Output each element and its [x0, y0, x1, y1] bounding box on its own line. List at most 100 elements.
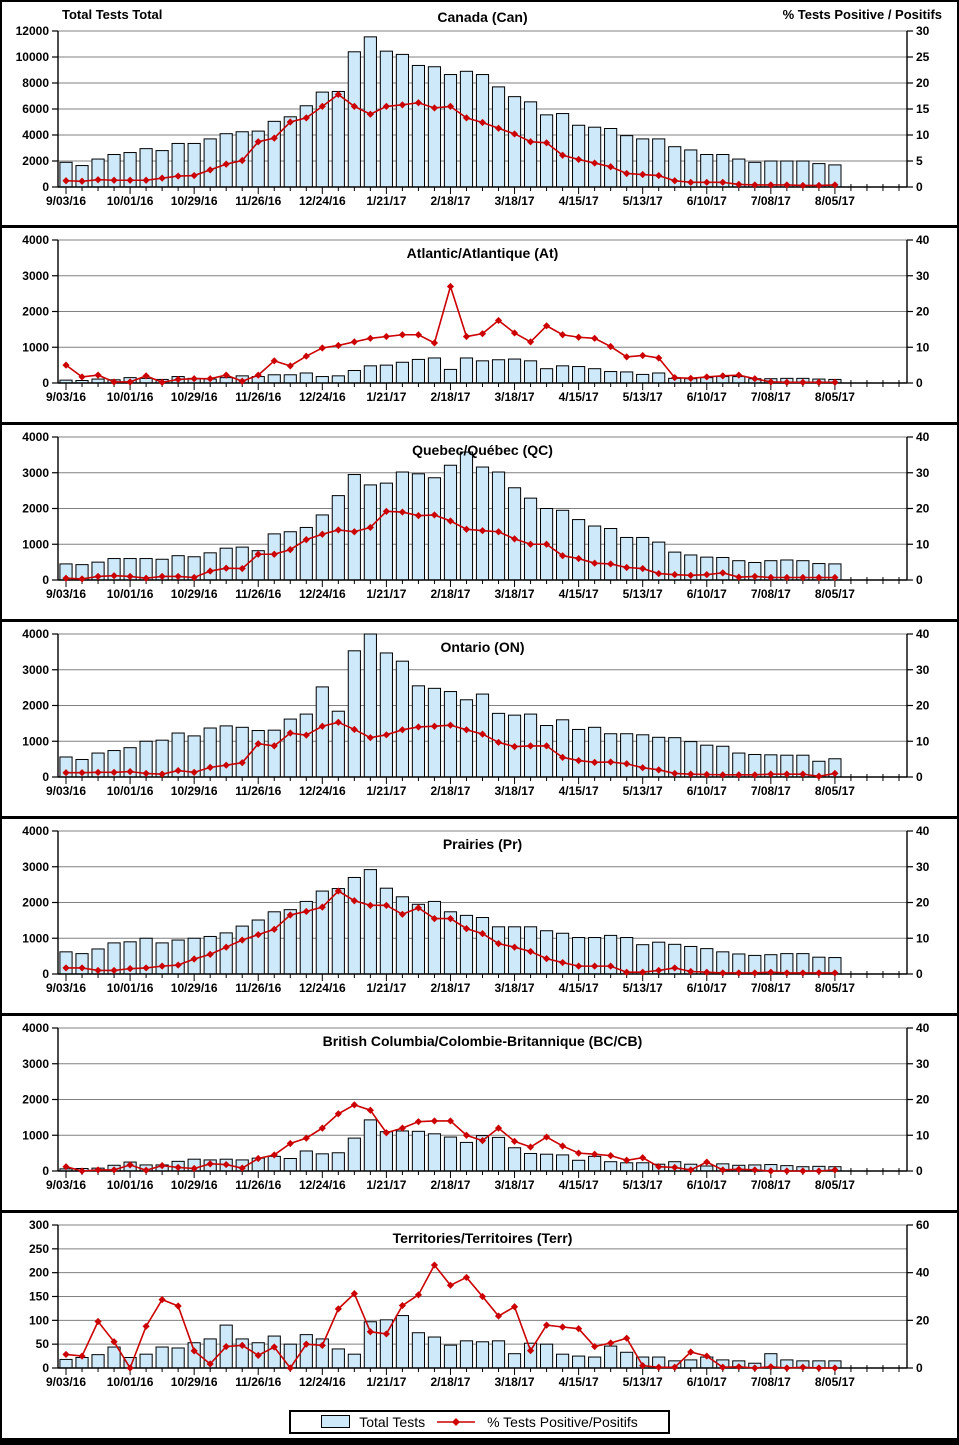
- x-tick-label: 8/05/17: [815, 390, 855, 404]
- data-point-marker: [302, 536, 310, 544]
- data-point-marker: [623, 169, 631, 178]
- data-point-marker: [334, 90, 342, 99]
- canada-percent-positive-line: [62, 90, 839, 190]
- right-tick-label: 20: [916, 699, 930, 713]
- data-point-marker: [799, 573, 807, 582]
- bar: [700, 1165, 714, 1172]
- bar: [315, 1153, 329, 1172]
- data-point-marker: [94, 1166, 102, 1174]
- bar: [475, 917, 490, 975]
- bar: [267, 729, 281, 778]
- x-tick-label: 7/08/17: [751, 1178, 791, 1192]
- data-point-marker: [430, 511, 439, 519]
- x-tick-label: 3/18/17: [495, 981, 535, 995]
- data-point-marker: [270, 1151, 278, 1159]
- ontario-total-tests-bars: [59, 633, 842, 778]
- left-tick-label: 4000: [22, 233, 49, 247]
- data-point-marker: [414, 1118, 423, 1126]
- data-point-marker: [671, 1363, 679, 1371]
- bar: [684, 1359, 698, 1369]
- data-point-marker: [254, 371, 262, 379]
- left-tick-label: 0: [42, 1164, 49, 1178]
- data-point-marker: [735, 573, 743, 581]
- data-point-marker: [414, 1291, 423, 1299]
- bar: [283, 718, 297, 778]
- quebec-left-axis: 0 1000 2000 3000 4000: [22, 430, 58, 587]
- bar: [491, 86, 506, 188]
- x-tick-label: 8/05/17: [815, 981, 855, 995]
- bar: [267, 120, 281, 188]
- right-tick-label: 20: [916, 896, 930, 910]
- data-point-marker: [270, 1343, 278, 1351]
- ontario-x-axis: 9/03/16 10/01/16 10/29/16 11/26/16 12/24/16 1…: [46, 774, 900, 798]
- panel-canada: Total Tests Total % Tests Positive / Pos…: [2, 2, 957, 225]
- ontario-left-axis: 0 1000 2000 3000 4000: [22, 627, 58, 784]
- x-tick-label: 3/18/17: [495, 587, 535, 601]
- right-tick-label: 30: [916, 24, 930, 38]
- bar: [347, 650, 361, 778]
- x-tick-label: 12/24/16: [299, 1178, 346, 1192]
- bar: [475, 74, 490, 188]
- x-tick-label: 5/13/17: [623, 784, 663, 798]
- bar: [491, 1136, 506, 1172]
- data-point-marker: [719, 178, 727, 186]
- right-tick-label: 30: [916, 269, 930, 283]
- data-point-marker: [158, 1295, 166, 1304]
- data-point-marker: [318, 1124, 326, 1132]
- left-tick-label: 150: [29, 1290, 49, 1304]
- bar: [491, 359, 506, 384]
- data-point-marker: [126, 768, 134, 776]
- data-point-marker: [575, 756, 583, 765]
- bar: [411, 473, 426, 581]
- prairies-left-axis: 0 1000 2000 3000 4000: [22, 824, 58, 981]
- bar: [427, 357, 442, 384]
- x-tick-label: 10/01/16: [107, 390, 154, 404]
- data-point-marker: [334, 718, 342, 726]
- x-tick-label: 12/24/16: [299, 981, 346, 995]
- data-point-marker: [414, 99, 423, 107]
- data-point-marker: [414, 331, 423, 339]
- data-point-marker: [687, 178, 695, 186]
- prairies-x-axis: 9/03/16 10/01/16 10/29/16 11/26/16 12/24/16 1…: [46, 971, 900, 995]
- data-point-marker: [318, 530, 326, 538]
- data-point-marker: [703, 571, 711, 579]
- x-tick-label: 8/05/17: [815, 784, 855, 798]
- x-tick-label: 10/29/16: [171, 981, 218, 995]
- bar: [459, 1340, 474, 1369]
- x-tick-label: 11/26/16: [235, 784, 281, 798]
- data-point-marker: [542, 955, 551, 963]
- canada-left-axis: 0 2000 4000 6000 8000 10000 12000: [16, 24, 58, 194]
- data-point-marker: [222, 943, 230, 951]
- ontario-right-axis: 0 10 20 30 40: [907, 627, 930, 784]
- bar: [427, 66, 442, 188]
- data-point-marker: [446, 282, 455, 291]
- data-point-marker: [334, 341, 342, 350]
- bar: [395, 1130, 409, 1172]
- data-point-marker: [591, 334, 599, 342]
- bar: [459, 357, 474, 384]
- bar: [363, 869, 377, 975]
- data-point-marker: [671, 1163, 679, 1172]
- x-tick-label: 11/26/16: [235, 194, 281, 208]
- panel-quebec: 0 1000 2000 3000 4000 0 10 20 30 40 9/03/16 10/01/1…: [2, 422, 957, 619]
- panel-british-columbia: 0 1000 2000 3000 4000 0 10 20 30 40 9/03/16 10/01/1…: [2, 1013, 957, 1210]
- x-tick-label: 5/13/17: [623, 587, 663, 601]
- data-point-marker: [94, 176, 102, 184]
- x-tick-label: 6/10/17: [687, 390, 727, 404]
- data-point-marker: [78, 1352, 86, 1360]
- data-point-marker: [366, 1106, 374, 1114]
- bar: [187, 1342, 201, 1369]
- bar: [219, 133, 233, 188]
- bar: [331, 90, 345, 188]
- x-tick-label: 5/13/17: [623, 390, 663, 404]
- data-point-marker: [158, 572, 166, 581]
- atlantic-gridlines: [58, 239, 907, 348]
- bar: [507, 96, 522, 188]
- x-tick-label: 2/18/17: [430, 981, 470, 995]
- x-tick-label: 10/01/16: [107, 587, 154, 601]
- bar: [379, 652, 393, 778]
- data-point-marker: [831, 969, 839, 977]
- data-point-marker: [703, 1158, 711, 1166]
- data-point-marker: [158, 962, 166, 970]
